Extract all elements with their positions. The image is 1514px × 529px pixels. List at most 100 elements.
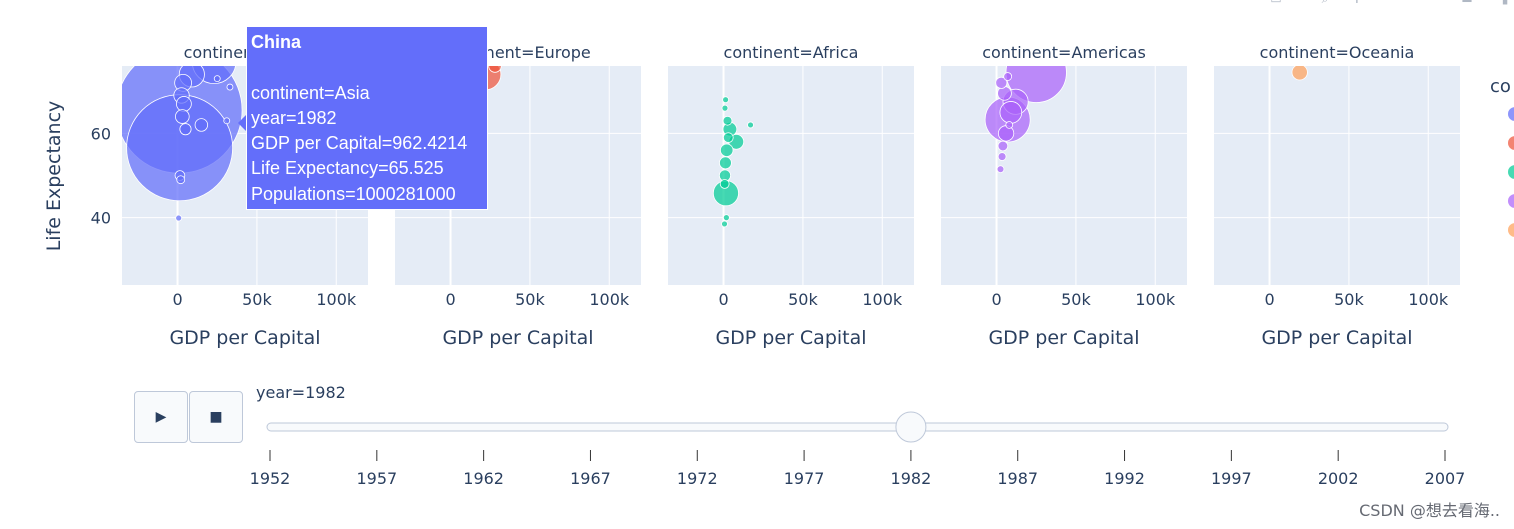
- data-point[interactable]: [1291, 65, 1308, 81]
- x-axis-title: GDP per Capital: [442, 327, 593, 349]
- hover-tooltip: China continent=Asia year=1982 GDP per C…: [246, 26, 488, 210]
- stop-icon: ■: [209, 409, 223, 425]
- x-axis-title: GDP per Capital: [715, 327, 866, 349]
- data-point[interactable]: [997, 152, 1007, 161]
- legend-marker[interactable]: [1508, 136, 1514, 150]
- slider-step-label[interactable]: 2002: [1318, 469, 1359, 488]
- data-point[interactable]: [719, 156, 732, 170]
- reset-axes-icon[interactable]: ▮: [1498, 0, 1512, 6]
- data-point[interactable]: [213, 75, 221, 83]
- tooltip-spacer: [251, 55, 483, 80]
- slider-step-label[interactable]: 1982: [891, 469, 932, 488]
- data-point[interactable]: [995, 76, 1008, 89]
- play-icon: ▶: [155, 409, 167, 425]
- data-point[interactable]: [747, 121, 754, 129]
- facet-panels: continent=Asia 0 50k 100k GDP per Capital 40 6…: [91, 43, 1460, 349]
- data-point[interactable]: [179, 123, 192, 136]
- slider-rail[interactable]: [266, 422, 1449, 432]
- data-point[interactable]: [175, 214, 183, 222]
- x-axis-title: GDP per Capital: [169, 327, 320, 349]
- x-tick-label: 0: [1264, 290, 1274, 309]
- plot-area[interactable]: [1214, 66, 1460, 285]
- tooltip-line-year: year=1982: [251, 107, 337, 128]
- data-point[interactable]: [723, 132, 734, 143]
- slider-step-label[interactable]: 1952: [250, 469, 291, 488]
- legend-marker[interactable]: [1508, 107, 1514, 121]
- plot-area[interactable]: [941, 66, 1187, 285]
- y-axis-title: Life Expectancy: [43, 101, 65, 252]
- x-tick-label: 50k: [242, 290, 272, 309]
- data-point[interactable]: [175, 109, 190, 124]
- autoscale-icon[interactable]: ▬: [1460, 0, 1474, 6]
- slider-step-label[interactable]: 1992: [1104, 469, 1145, 488]
- slider-step-label[interactable]: 1962: [463, 469, 504, 488]
- data-point[interactable]: [996, 165, 1005, 174]
- x-tick-label: 100k: [862, 290, 903, 309]
- data-point[interactable]: [194, 118, 209, 132]
- y-tick-label: 40: [91, 209, 111, 228]
- slider-step-label[interactable]: 2007: [1425, 469, 1466, 488]
- slider-ticks: 1952 1957 1962 1967 1972 1977 1982 1987 1992 1997…: [250, 450, 1466, 488]
- legend-marker[interactable]: [1508, 194, 1514, 208]
- x-axis-title: GDP per Capital: [1261, 327, 1412, 349]
- play-button[interactable]: ▶: [134, 391, 188, 443]
- lasso-select-icon[interactable]: ⌒: [1418, 0, 1432, 6]
- data-point[interactable]: [721, 220, 728, 228]
- data-point[interactable]: [721, 104, 729, 112]
- x-tick-label: 100k: [316, 290, 357, 309]
- legend[interactable]: co: [1490, 76, 1514, 237]
- data-point[interactable]: [1003, 72, 1013, 81]
- facet-title: continent=Oceania: [1260, 43, 1415, 62]
- box-select-icon[interactable]: ⋯: [1384, 0, 1398, 6]
- x-tick-label: 100k: [589, 290, 630, 309]
- bubble-group: [1291, 65, 1308, 81]
- zoom-icon[interactable]: ⌕: [1318, 0, 1332, 6]
- data-point[interactable]: [176, 96, 192, 112]
- x-tick-label: 50k: [1334, 290, 1364, 309]
- pan-icon[interactable]: ✛: [1350, 0, 1364, 6]
- facet-panel: continent=Africa 0 50k 100k GDP per Capital: [668, 43, 914, 349]
- legend-marker[interactable]: [1508, 223, 1514, 237]
- data-point[interactable]: [997, 140, 1009, 152]
- slider-step-label[interactable]: 1997: [1211, 469, 1252, 488]
- x-tick-label: 50k: [1061, 290, 1091, 309]
- slider-step-label[interactable]: 1967: [570, 469, 611, 488]
- legend-marker[interactable]: [1508, 165, 1514, 179]
- data-point[interactable]: [999, 101, 1023, 124]
- data-point[interactable]: [226, 83, 234, 91]
- x-tick-label: 0: [718, 290, 728, 309]
- facet-title: continent=Americas: [982, 43, 1146, 62]
- data-point[interactable]: [720, 143, 734, 157]
- bubble-group: [712, 96, 754, 228]
- x-tick-label: 0: [991, 290, 1001, 309]
- tooltip-line-gdp: GDP per Capital=962.4214: [251, 133, 468, 154]
- data-point[interactable]: [723, 214, 730, 222]
- slider-step-label[interactable]: 1977: [784, 469, 825, 488]
- x-tick-label: 50k: [788, 290, 818, 309]
- year-slider[interactable]: year=1982 1952 1957 1962 1967 1972 1977 1982 19…: [250, 383, 1466, 488]
- slider-handle[interactable]: [895, 411, 927, 443]
- data-point[interactable]: [176, 175, 186, 185]
- slider-current-value: year=1982: [256, 383, 346, 402]
- tooltip-arrow: [238, 114, 247, 132]
- data-point[interactable]: [1005, 121, 1014, 129]
- plot-area[interactable]: [668, 66, 914, 285]
- data-point[interactable]: [719, 179, 730, 189]
- x-tick-label: 0: [172, 290, 182, 309]
- slider-step-label[interactable]: 1957: [356, 469, 397, 488]
- slider-step-label[interactable]: 1987: [997, 469, 1038, 488]
- stop-button[interactable]: ■: [189, 391, 243, 443]
- data-point[interactable]: [722, 96, 730, 104]
- facet-panel: continent=Americas 0 50k 100k GDP per Capita…: [941, 43, 1187, 349]
- legend-title: co: [1490, 76, 1511, 97]
- slider-step-label[interactable]: 1972: [677, 469, 718, 488]
- facet-title: continent=Africa: [724, 43, 859, 62]
- data-point[interactable]: [223, 117, 231, 125]
- facet-panel: continent=Oceania 0 50k 100k GDP per Capital: [1214, 43, 1460, 349]
- watermark: CSDN @想去看海..: [1359, 501, 1500, 520]
- camera-icon[interactable]: ▭: [1269, 0, 1283, 6]
- bubble-group: [122, 66, 243, 222]
- data-point[interactable]: [488, 60, 502, 73]
- data-point[interactable]: [722, 115, 733, 126]
